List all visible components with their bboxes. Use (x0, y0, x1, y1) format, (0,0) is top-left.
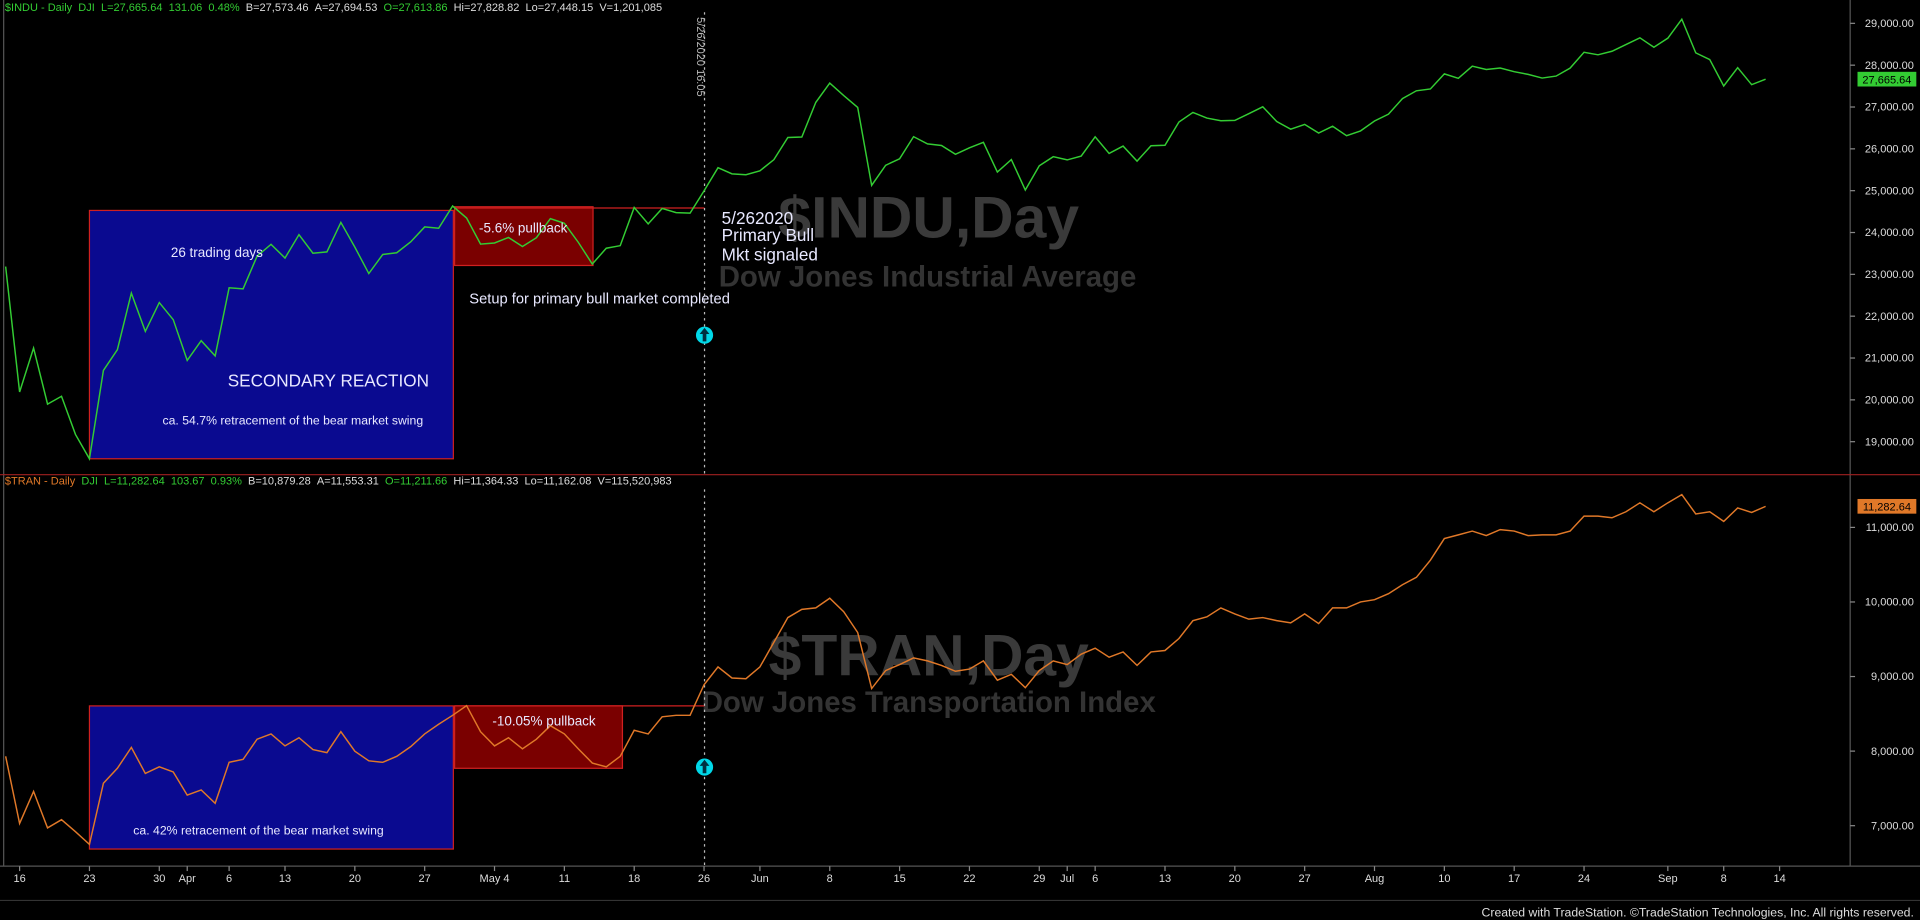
header-item: 0.93% (211, 475, 242, 487)
x-tick-label: 17 (1508, 873, 1520, 885)
y-tick-label: 19,000.00 (1865, 436, 1914, 448)
y-tick-label: 20,000.00 (1865, 395, 1914, 407)
y-tick-label: 28,000.00 (1865, 60, 1914, 72)
x-tick-label: 15 (893, 873, 905, 885)
pullback-box (453, 206, 594, 267)
x-tick-label: 10 (1438, 873, 1450, 885)
x-tick-label: 27 (419, 873, 431, 885)
reaction-box (88, 705, 454, 850)
header-item: 0.48% (208, 2, 239, 14)
header-item: Lo=11,162.08 (525, 475, 592, 487)
header-item: $INDU - Daily (5, 2, 73, 14)
last-value-badge (1857, 498, 1917, 514)
y-tick-label: 29,000.00 (1865, 18, 1914, 30)
y-tick-label: 9,000.00 (1871, 671, 1914, 683)
header-item: L=11,282.64 (104, 475, 165, 487)
x-tick-label: 29 (1033, 873, 1045, 885)
y-tick-label: 11,000.00 (1866, 522, 1914, 534)
x-tick-label: 8 (1721, 873, 1727, 885)
x-tick-label: May 4 (480, 873, 510, 885)
y-tick-label: 8,000.00 (1871, 746, 1914, 758)
header-item: O=11,211.66 (385, 475, 447, 487)
header-item: 131.06 (169, 2, 203, 14)
annotation: ca. 42% retracement of the bear market s… (133, 823, 384, 837)
y-tick-label: 23,000.00 (1865, 269, 1914, 281)
y-tick-label: 27,000.00 (1865, 102, 1914, 114)
y-tick-label: 7,000.00 (1871, 820, 1914, 832)
price-line (4, 493, 1766, 846)
header-item: DJI (81, 475, 98, 487)
x-tick-label: Sep (1658, 873, 1678, 885)
last-value-label: 11,282.64 (1863, 502, 1911, 514)
x-tick-label: Aug (1365, 873, 1385, 885)
annotation: Mkt signaled (722, 245, 818, 265)
header: $INDU - Daily DJI L=27,665.64 131.06 0.48% B=… (5, 2, 662, 14)
annotation: ca. 54.7% retracement of the bear market… (163, 414, 424, 428)
y-tick-label: 21,000.00 (1865, 353, 1914, 365)
header-item: $TRAN - Daily (5, 475, 76, 487)
x-tick-label: 6 (1092, 873, 1098, 885)
reaction-box (88, 209, 454, 460)
x-tick-label: 8 (827, 873, 833, 885)
x-tick-label: Jun (751, 873, 769, 885)
x-tick-label: 23 (83, 873, 95, 885)
annotation: 26 trading days (171, 245, 263, 260)
header-item: V=115,520,983 (598, 475, 672, 487)
y-tick-label: 24,000.00 (1865, 227, 1914, 239)
y-tick-label: 22,000.00 (1865, 311, 1914, 323)
y-tick-label: 10,000.00 (1865, 597, 1914, 609)
y-tick-label: 25,000.00 (1865, 185, 1914, 197)
price-line (4, 17, 1766, 461)
x-tick-label: 13 (1159, 873, 1171, 885)
x-tick-label: 13 (279, 873, 291, 885)
watermark-subtitle: Dow Jones Industrial Average (719, 260, 1137, 293)
x-tick-label: 14 (1773, 873, 1785, 885)
header-item: Hi=27,828.82 (454, 2, 520, 14)
header-item: A=27,694.53 (315, 2, 378, 14)
header-item: L=27,665.64 (101, 2, 163, 14)
header-item: B=10,879.28 (248, 475, 311, 487)
header-item: Hi=11,364.33 (453, 475, 518, 487)
watermark-subtitle: Dow Jones Transportation Index (702, 686, 1157, 719)
x-tick-label: 20 (1229, 873, 1241, 885)
signal-timestamp: 5/26/2020 16:05 (694, 17, 706, 96)
x-tick-label: 16 (13, 873, 25, 885)
footer: Created with TradeStation. ©TradeStation… (1482, 905, 1914, 919)
header-item: Lo=27,448.15 (526, 2, 594, 14)
annotation: Setup for primary bull market completed (469, 291, 730, 307)
signal-arrow (695, 758, 714, 776)
annotation: Primary Bull (722, 225, 814, 245)
header-item: A=11,553.31 (317, 475, 379, 487)
annotation: -5.6% pullback (479, 220, 568, 235)
x-tick-label: 11 (559, 873, 570, 885)
y-tick-label: 26,000.00 (1865, 144, 1914, 156)
x-tick-label: 24 (1578, 873, 1590, 885)
annotation: 5/262020 (722, 208, 793, 228)
header-item: V=1,201,085 (599, 2, 662, 14)
x-tick-label: 18 (628, 873, 640, 885)
x-tick-label: 27 (1299, 873, 1311, 885)
header-item: 103.67 (171, 475, 205, 487)
x-tick-label: Jul (1060, 873, 1074, 885)
last-value-badge (1857, 71, 1917, 87)
x-tick-label: Apr (179, 873, 196, 885)
watermark-title: $INDU,Day (778, 185, 1079, 250)
last-value-label: 27,665.64 (1862, 74, 1911, 86)
x-tick-label: 30 (153, 873, 165, 885)
header-item: O=27,613.86 (384, 2, 448, 14)
x-tick-label: 26 (698, 873, 710, 885)
header: $TRAN - Daily DJI L=11,282.64 103.67 0.93% B=… (5, 475, 672, 487)
annotation: -10.05% pullback (492, 713, 596, 728)
signal-arrow (695, 326, 714, 344)
watermark-title: $TRAN,Day (769, 623, 1090, 688)
header-item: B=27,573.46 (246, 2, 309, 14)
x-tick-label: 20 (349, 873, 361, 885)
x-tick-label: 6 (226, 873, 232, 885)
annotation: SECONDARY REACTION (228, 371, 429, 391)
x-tick-label: 22 (963, 873, 975, 885)
header-item: DJI (78, 2, 95, 14)
